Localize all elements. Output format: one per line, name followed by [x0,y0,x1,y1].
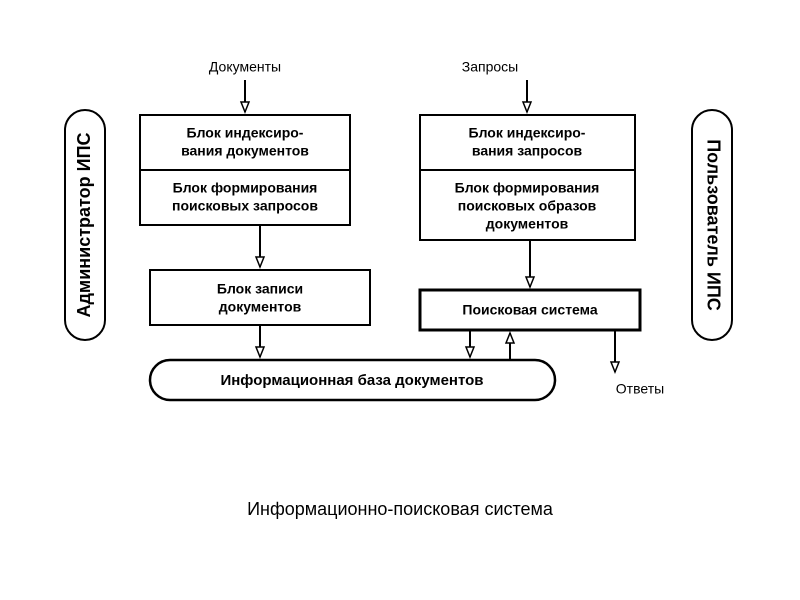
left-block-b: Блок формирования поисковых запросов [140,170,350,225]
user-pill: Пользователь ИПС [692,110,732,340]
right-block-c: Поисковая система [420,290,640,330]
svg-text:вания запросов: вания запросов [472,143,583,159]
db-node: Информационная база документов [150,360,555,400]
svg-text:Блок индексиро-: Блок индексиро- [469,125,586,141]
svg-text:Поисковая система: Поисковая система [462,302,597,318]
answers-label: Ответы [616,381,664,397]
left-block-c: Блок записи документов [150,270,370,325]
svg-text:поисковых запросов: поисковых запросов [172,198,318,214]
caption: Информационно-поисковая система [247,499,554,519]
svg-text:Блок записи: Блок записи [217,281,303,297]
svg-text:документов: документов [219,299,302,315]
admin-pill: Администратор ИПС [65,110,105,340]
svg-text:документов: документов [486,216,569,232]
svg-text:Информационная база документов: Информационная база документов [220,372,483,389]
queries-in-label: Запросы [462,59,518,75]
docs-in-label: Документы [209,59,281,75]
left-block-a: Блок индексиро- вания документов [140,115,350,170]
right-block-b: Блок формирования поисковых образов доку… [420,170,635,240]
svg-text:поисковых образов: поисковых образов [458,198,597,214]
svg-text:Блок формирования: Блок формирования [455,180,600,196]
svg-text:Администратор ИПС: Администратор ИПС [74,132,94,317]
right-block-a: Блок индексиро- вания запросов [420,115,635,170]
svg-text:вания документов: вания документов [181,143,309,159]
svg-text:Блок формирования: Блок формирования [173,180,318,196]
svg-text:Блок индексиро-: Блок индексиро- [187,125,304,141]
svg-text:Пользователь ИПС: Пользователь ИПС [703,139,723,311]
